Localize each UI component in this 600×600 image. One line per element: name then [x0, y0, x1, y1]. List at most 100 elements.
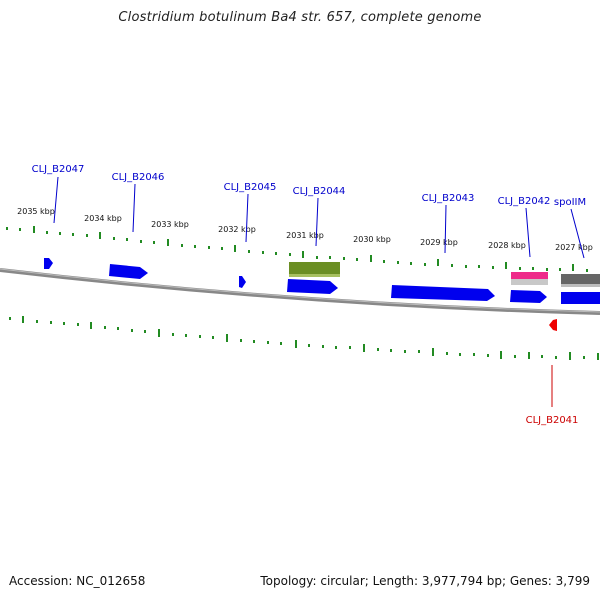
minor-tick: [555, 356, 557, 359]
major-tick: [99, 232, 101, 239]
minor-tick: [459, 353, 461, 356]
minor-tick: [46, 231, 48, 234]
gene-label[interactable]: CLJ_B2046: [112, 172, 165, 183]
minor-tick: [519, 267, 521, 270]
minor-tick: [451, 264, 453, 267]
minor-tick: [275, 252, 277, 255]
major-tick: [432, 348, 434, 356]
kbp-label: 2030 kbp: [353, 235, 391, 244]
major-tick: [528, 352, 530, 359]
minor-tick: [59, 232, 61, 235]
major-tick: [370, 255, 372, 262]
gene-label[interactable]: CLJ_B2047: [32, 164, 85, 175]
minor-tick: [446, 352, 448, 355]
minor-tick: [262, 251, 264, 254]
minor-tick: [221, 247, 223, 250]
rna-feature-shade: [289, 274, 340, 277]
minor-tick: [343, 257, 345, 260]
genome-backbone: [0, 268, 600, 315]
minor-tick: [144, 330, 146, 333]
grey-feature[interactable]: [561, 274, 600, 284]
gene-label[interactable]: CLJ_B2045: [224, 182, 277, 193]
gene-arrow[interactable]: [109, 264, 148, 279]
major-tick: [295, 340, 297, 348]
leader-line: [525, 207, 531, 258]
minor-tick: [50, 321, 52, 324]
gene-arrow[interactable]: [561, 292, 600, 304]
minor-tick: [6, 227, 8, 230]
major-tick: [33, 226, 35, 233]
gene-arrow[interactable]: [510, 290, 547, 303]
kbp-label: 2029 kbp: [420, 238, 458, 247]
minor-tick: [117, 327, 119, 330]
minor-tick: [514, 355, 516, 358]
major-tick: [22, 316, 24, 323]
minor-tick: [72, 233, 74, 236]
gene-arrow[interactable]: [391, 285, 495, 301]
forward-genes-inner: [287, 279, 600, 304]
gene-arrow[interactable]: [287, 279, 338, 294]
grey-feature-shade: [561, 284, 600, 287]
leader-line: [444, 204, 447, 254]
rna-feature-shade: [511, 279, 548, 285]
minor-tick: [77, 323, 79, 326]
forward-genes-top: [44, 258, 600, 288]
rna-feature[interactable]: [289, 262, 340, 275]
gene-label[interactable]: spoIIM: [554, 197, 586, 208]
gene-arrow[interactable]: [239, 276, 246, 288]
minor-tick: [113, 237, 115, 240]
genome-backbone-highlight: [0, 268, 600, 313]
minor-tick: [478, 265, 480, 268]
minor-tick: [583, 356, 585, 359]
minor-tick: [267, 341, 269, 344]
minor-tick: [126, 238, 128, 241]
leader-line: [245, 193, 249, 243]
major-tick: [597, 353, 599, 360]
minor-tick: [383, 260, 385, 263]
inner-tick-ring: [9, 316, 599, 360]
kbp-label: 2034 kbp: [84, 214, 122, 223]
minor-tick: [377, 348, 379, 351]
gene-label[interactable]: CLJ_B2044: [293, 186, 346, 197]
minor-tick: [424, 263, 426, 266]
minor-tick: [329, 256, 331, 259]
kbp-label: 2032 kbp: [218, 225, 256, 234]
minor-tick: [185, 334, 187, 337]
minor-tick: [140, 240, 142, 243]
minor-tick: [280, 342, 282, 345]
gene-label[interactable]: CLJ_B2041: [526, 415, 579, 426]
minor-tick: [153, 241, 155, 244]
kbp-label: 2033 kbp: [151, 220, 189, 229]
major-tick: [302, 251, 304, 258]
minor-tick: [532, 267, 534, 270]
major-tick: [234, 245, 236, 252]
kbp-label: 2031 kbp: [286, 231, 324, 240]
kbp-label: 2027 kbp: [555, 243, 593, 252]
major-tick: [90, 322, 92, 329]
rna-feature[interactable]: [511, 272, 548, 279]
gene-arrow-reverse[interactable]: [549, 319, 557, 331]
minor-tick: [559, 268, 561, 271]
minor-tick: [104, 326, 106, 329]
gene-label[interactable]: CLJ_B2043: [422, 193, 475, 204]
minor-tick: [316, 256, 318, 259]
minor-tick: [172, 333, 174, 336]
minor-tick: [335, 346, 337, 349]
leader-line: [132, 183, 136, 233]
genome-summary-text: Topology: circular; Length: 3,977,794 bp…: [260, 574, 590, 588]
gene-label[interactable]: CLJ_B2042: [498, 196, 551, 207]
minor-tick: [86, 234, 88, 237]
minor-tick: [240, 339, 242, 342]
minor-tick: [308, 344, 310, 347]
minor-tick: [546, 268, 548, 271]
minor-tick: [194, 245, 196, 248]
minor-tick: [19, 228, 21, 231]
minor-tick: [36, 320, 38, 323]
minor-tick: [541, 355, 543, 358]
map-title: Clostridium botulinum Ba4 str. 657, comp…: [118, 10, 482, 25]
major-tick: [569, 352, 571, 360]
gene-arrow[interactable]: [44, 258, 53, 269]
major-tick: [500, 351, 502, 359]
major-tick: [363, 344, 365, 352]
